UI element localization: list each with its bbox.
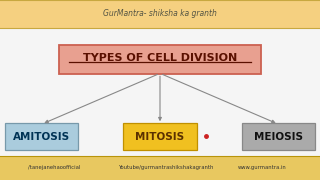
Text: Youtube/gurmantrashikshakagranth: Youtube/gurmantrashikshakagranth xyxy=(119,165,214,170)
FancyBboxPatch shape xyxy=(0,0,320,28)
Text: AMITOSIS: AMITOSIS xyxy=(13,132,70,142)
Text: www.gurmantra.in: www.gurmantra.in xyxy=(238,165,287,170)
Text: MITOSIS: MITOSIS xyxy=(135,132,185,142)
Text: TYPES OF CELL DIVISION: TYPES OF CELL DIVISION xyxy=(83,53,237,63)
FancyBboxPatch shape xyxy=(5,123,78,150)
Text: GurMantra- shiksha ka granth: GurMantra- shiksha ka granth xyxy=(103,9,217,18)
FancyBboxPatch shape xyxy=(242,123,315,150)
FancyBboxPatch shape xyxy=(123,123,197,150)
FancyBboxPatch shape xyxy=(0,156,320,180)
Text: /tanejanehaoofficial: /tanejanehaoofficial xyxy=(28,165,81,170)
FancyBboxPatch shape xyxy=(59,44,261,74)
Text: MEIOSIS: MEIOSIS xyxy=(254,132,303,142)
